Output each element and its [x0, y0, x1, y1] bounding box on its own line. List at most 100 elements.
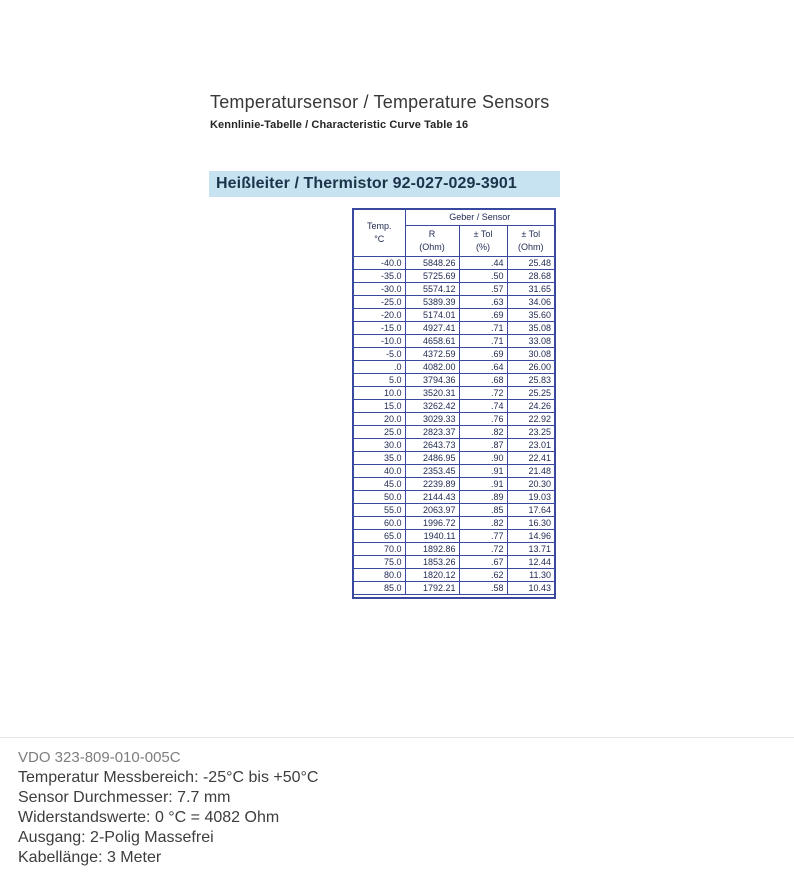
table-cell: 25.83 [506, 372, 556, 387]
table-row: 75.0 1853.26.67 12.44 [352, 554, 556, 569]
product-detail-temp-range: Temperatur Messbereich: -25°C bis +50°C [18, 769, 319, 786]
table-cell: 20.30 [506, 476, 556, 491]
table-row: 10.0 3520.31.72 25.25 [352, 385, 556, 400]
table-row: 70.0 1892.86.72 13.71 [352, 541, 556, 556]
table-cell: .0 [352, 359, 406, 374]
column-header-group: Geber / Sensor [404, 208, 556, 226]
table-cell: .87 [458, 437, 508, 452]
table-cell: 55.0 [352, 502, 406, 517]
table-cell: 23.01 [506, 437, 556, 452]
table-cell: 1792.21 [404, 580, 460, 595]
product-detail-diameter: Sensor Durchmesser: 7.7 mm [18, 789, 231, 806]
table-cell: 2643.73 [404, 437, 460, 452]
table-cell: 17.64 [506, 502, 556, 517]
table-row: -20.0 5174.01.69 35.60 [352, 307, 556, 322]
table-cell: .69 [458, 307, 508, 322]
table-row: 60.0 1996.72.82 16.30 [352, 515, 556, 530]
table-cell: 3520.31 [404, 385, 460, 400]
table-cell: 1940.11 [404, 528, 460, 543]
table-cell: 35.08 [506, 320, 556, 335]
table-cell: 2486.95 [404, 450, 460, 465]
table-spacer-row [353, 594, 555, 598]
table-row: 20.0 3029.33.76 22.92 [352, 411, 556, 426]
table-row: -10.0 4658.61.71 33.08 [352, 333, 556, 348]
table-cell: 31.65 [506, 281, 556, 296]
table-cell: 30.0 [352, 437, 406, 452]
table-header-row-sub: R (Ohm) ± Tol (%) ± Tol (Ohm) [353, 224, 556, 257]
table-row: 35.0 2486.95.90 22.41 [352, 450, 556, 465]
table-spacer-cell [353, 594, 555, 598]
table-cell: 60.0 [352, 515, 406, 530]
col-label: ± Tol [473, 228, 493, 239]
table-cell: 25.25 [506, 385, 556, 400]
column-header-resistance: R (Ohm) [404, 224, 460, 257]
table-cell: 19.03 [506, 489, 556, 504]
table-cell: -15.0 [352, 320, 406, 335]
col-label: R [428, 228, 436, 239]
table-cell: 4372.59 [404, 346, 460, 361]
table-cell: .57 [458, 281, 508, 296]
table-cell: 10.43 [506, 580, 556, 595]
column-header-temp: Temp. °C [352, 208, 406, 257]
table-cell: -25.0 [352, 294, 406, 309]
table-cell: 10.0 [352, 385, 406, 400]
table-cell: .77 [458, 528, 508, 543]
table-cell: .71 [458, 333, 508, 348]
table-cell: 5848.26 [404, 255, 460, 270]
table-row: 30.0 2643.73.87 23.01 [352, 437, 556, 452]
table-cell: 40.0 [352, 463, 406, 478]
table-cell: .44 [458, 255, 508, 270]
table-cell: 15.0 [352, 398, 406, 413]
table-row: .0 4082.00.64 26.00 [352, 359, 556, 374]
table-cell: -40.0 [352, 255, 406, 270]
col-unit: (Ohm) [518, 241, 544, 252]
table-cell: 45.0 [352, 476, 406, 491]
table-cell: 24.26 [506, 398, 556, 413]
table-cell: 70.0 [352, 541, 406, 556]
table-row: 55.0 2063.97.85 17.64 [352, 502, 556, 517]
table-cell: 3029.33 [404, 411, 460, 426]
temp-header-label: Temp. [366, 220, 392, 231]
table-cell: .74 [458, 398, 508, 413]
product-details: VDO 323-809-010-005C Temperatur Messbere… [18, 748, 318, 868]
table-cell: .72 [458, 385, 508, 400]
table-cell: -30.0 [352, 281, 406, 296]
table-cell: 33.08 [506, 333, 556, 348]
table-cell: 2239.89 [404, 476, 460, 491]
table-row: 25.0 2823.37.82 23.25 [352, 424, 556, 439]
table-row: -15.0 4927.41.71 35.08 [352, 320, 556, 335]
table-cell: .63 [458, 294, 508, 309]
table-cell: .89 [458, 489, 508, 504]
table-cell: .50 [458, 268, 508, 283]
table-row: 80.0 1820.12.62 11.30 [352, 567, 556, 582]
product-detail-cable-length: Kabellänge: 3 Meter [18, 849, 162, 866]
table-cell: 4927.41 [404, 320, 460, 335]
table-cell: 5574.12 [404, 281, 460, 296]
table-row: 65.0 1940.11.77 14.96 [352, 528, 556, 543]
table-cell: 28.68 [506, 268, 556, 283]
table-cell: 3794.36 [404, 372, 460, 387]
table-cell: 80.0 [352, 567, 406, 582]
table-cell: 5174.01 [404, 307, 460, 322]
table-cell: .67 [458, 554, 508, 569]
table-cell: 25.48 [506, 255, 556, 270]
table-row: -5.0 4372.59.69 30.08 [352, 346, 556, 361]
table-cell: .76 [458, 411, 508, 426]
table-cell: 34.06 [506, 294, 556, 309]
table-cell: .82 [458, 424, 508, 439]
table-cell: .69 [458, 346, 508, 361]
table-cell: 30.08 [506, 346, 556, 361]
table-cell: .82 [458, 515, 508, 530]
table-row: -25.0 5389.39.63 34.06 [352, 294, 556, 309]
table-cell: 35.60 [506, 307, 556, 322]
table-cell: 25.0 [352, 424, 406, 439]
table-cell: -20.0 [352, 307, 406, 322]
table-cell: 2353.45 [404, 463, 460, 478]
col-label: ± Tol [521, 228, 541, 239]
table-cell: .85 [458, 502, 508, 517]
table-cell: 20.0 [352, 411, 406, 426]
table-cell: 65.0 [352, 528, 406, 543]
table-row: 50.0 2144.43.89 19.03 [352, 489, 556, 504]
table-cell: 4658.61 [404, 333, 460, 348]
